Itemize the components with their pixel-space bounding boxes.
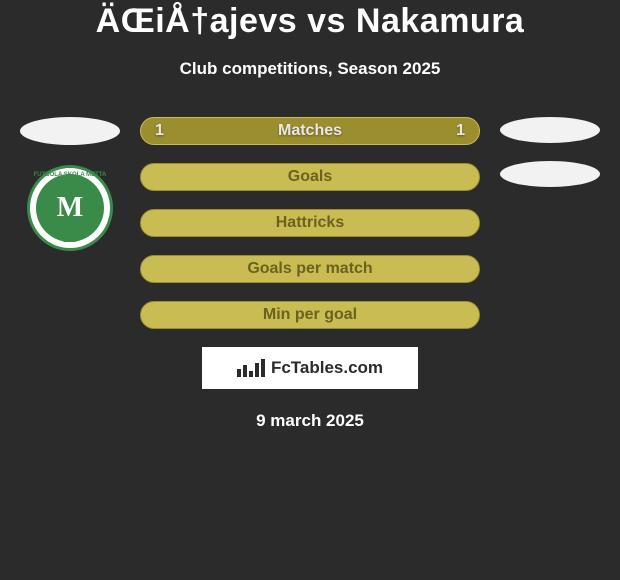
badge-year: 2006 <box>63 238 76 244</box>
right-player-placeholder <box>500 117 600 143</box>
right-club-placeholder <box>500 161 600 187</box>
bar-chart-icon <box>237 359 265 377</box>
stat-row-goals-per-match: Goals per match <box>140 255 480 283</box>
left-player-placeholder <box>20 117 120 145</box>
stat-row-matches: 1 Matches 1 <box>140 117 480 145</box>
right-team-column <box>500 117 600 187</box>
stat-bars: 1 Matches 1 Goals Hattricks Goals per ma… <box>140 117 480 329</box>
date-label: 9 march 2025 <box>0 411 620 431</box>
stat-label: Goals per match <box>247 260 372 278</box>
stat-label: Goals <box>288 168 332 186</box>
stat-row-min-per-goal: Min per goal <box>140 301 480 329</box>
stats-section: FUTBOLA SKOLA METTA M 2006 1 Matches 1 G… <box>0 117 620 329</box>
stat-label: Hattricks <box>276 214 344 232</box>
brand-badge[interactable]: FcTables.com <box>202 347 418 389</box>
brand-text: FcTables.com <box>271 358 383 378</box>
left-club-badge: FUTBOLA SKOLA METTA M 2006 <box>27 165 113 251</box>
subtitle: Club competitions, Season 2025 <box>0 59 620 79</box>
stat-row-goals: Goals <box>140 163 480 191</box>
stat-label: Matches <box>278 122 342 140</box>
badge-letter: M <box>57 192 83 224</box>
page-title: ÄŒiÅ†ajevs vs Nakamura <box>0 2 620 41</box>
stat-label: Min per goal <box>263 306 357 324</box>
badge-inner: M <box>36 174 104 242</box>
stat-right-value: 1 <box>456 122 465 140</box>
stat-left-value: 1 <box>155 122 164 140</box>
left-team-column: FUTBOLA SKOLA METTA M 2006 <box>20 117 120 251</box>
stat-row-hattricks: Hattricks <box>140 209 480 237</box>
